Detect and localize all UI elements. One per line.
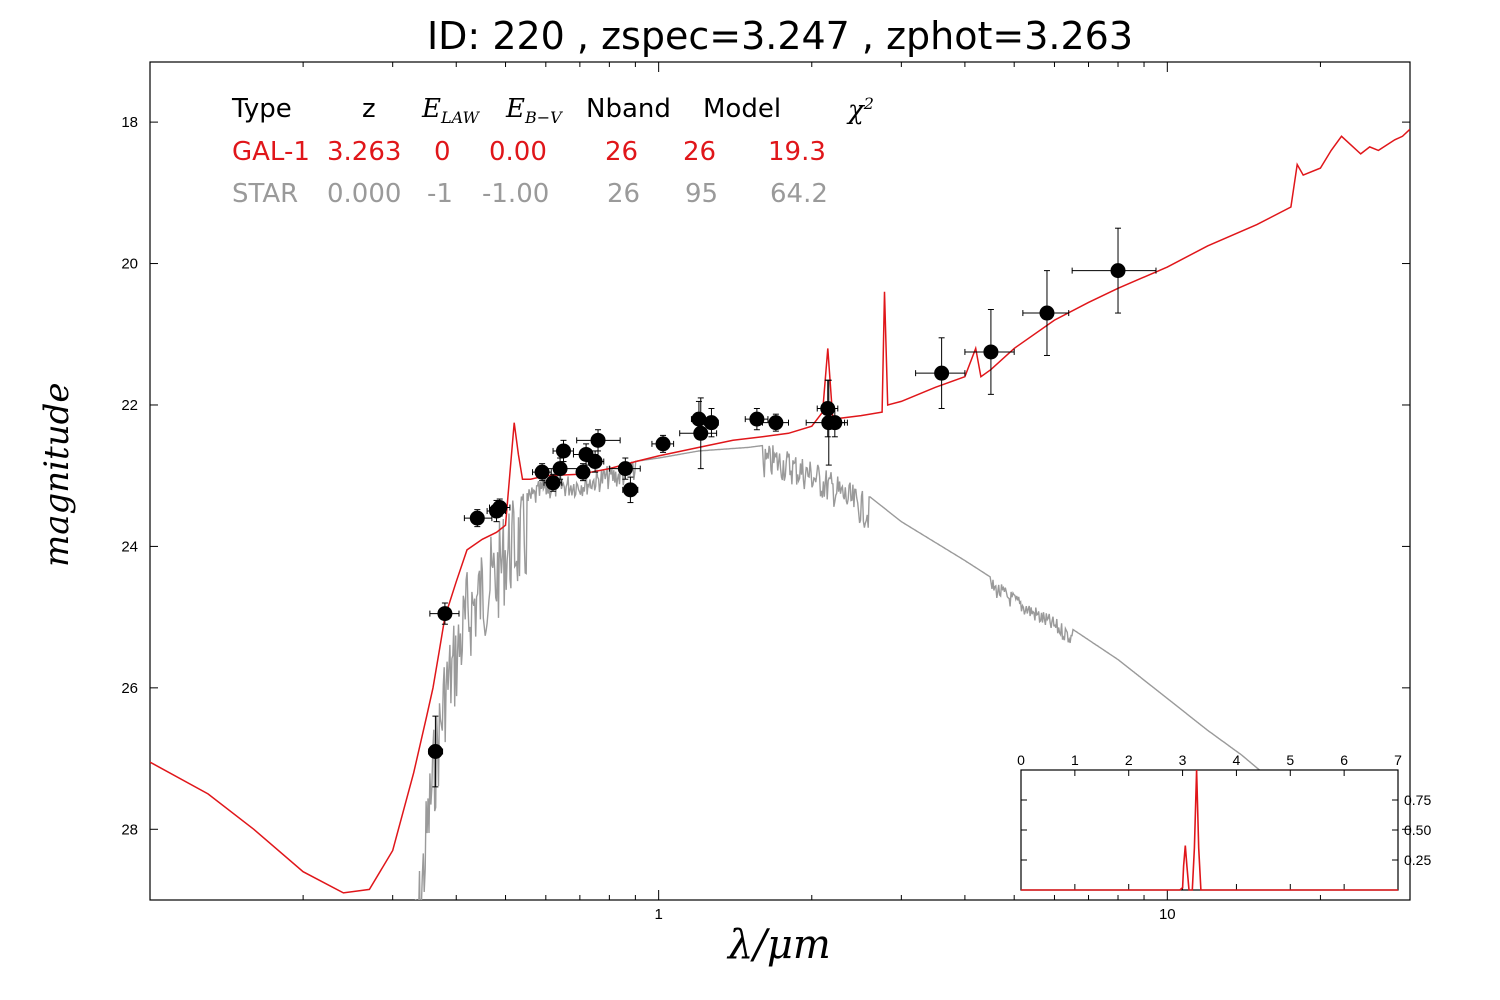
photometry-point: [463, 509, 493, 528]
photometry-point: [576, 429, 621, 452]
data-point-marker: [691, 411, 707, 427]
y-tick-label: 22: [121, 397, 138, 414]
photometry-point: [690, 400, 709, 438]
y-tick-label: 18: [121, 114, 138, 131]
chart-title: ID: 220 , zspec=3.247 , zphot=3.263: [426, 14, 1134, 58]
legend-header-elaw: ELAW: [422, 94, 479, 128]
legend-header-ebv: EB−V: [506, 94, 562, 128]
data-point-marker: [827, 415, 843, 431]
legend-star-z: 0.000: [327, 179, 402, 209]
inset-x-tick-label: 5: [1286, 752, 1294, 768]
photometry-point: [915, 337, 966, 410]
y-axis-label: magnitude: [37, 382, 77, 568]
photometry-point: [552, 439, 574, 463]
photometry-point: [537, 457, 581, 480]
y-tick-label: 20: [121, 256, 138, 273]
legend-star-ebv: -1.00: [482, 179, 550, 209]
data-point-marker: [622, 482, 638, 498]
photometry-point: [1022, 270, 1070, 356]
data-point-marker: [555, 443, 571, 459]
data-point-marker: [427, 743, 443, 759]
inset-x-tick-label: 2: [1125, 752, 1133, 768]
legend-gal-ebv: 0.00: [489, 137, 547, 167]
x-tick-label: 1: [654, 906, 662, 923]
photometry-point: [964, 309, 1015, 395]
data-point-marker: [492, 500, 508, 516]
data-point-marker: [820, 401, 836, 417]
photometry-point: [608, 457, 641, 480]
data-point-marker: [934, 365, 950, 381]
legend-gal-elaw: 0: [434, 137, 451, 167]
data-point-marker: [437, 606, 453, 622]
x-axis-label: λ/μm: [728, 922, 831, 968]
y-tick-label: 28: [121, 821, 138, 838]
photometry-point: [1071, 227, 1157, 314]
data-point-marker: [617, 461, 633, 477]
photometry-point: [543, 473, 563, 492]
data-point-marker: [575, 464, 591, 480]
photometry-point: [489, 498, 511, 517]
photometry-point: [703, 408, 719, 438]
data-point-marker: [534, 464, 550, 480]
legend-header-chi2: χ2: [848, 94, 874, 126]
inset-y-tick-label: 0.75: [1404, 792, 1431, 808]
plot-frame: [149, 61, 1411, 901]
data-point-marker: [469, 510, 485, 526]
inset-x-tick-label: 4: [1233, 752, 1241, 768]
legend-gal-nband: 26: [605, 137, 639, 167]
inset-y-tick-label: 0.25: [1404, 852, 1431, 868]
legend-gal-z: 3.263: [327, 137, 402, 167]
photometry-point: [575, 463, 591, 482]
inset-frame: [1020, 769, 1399, 891]
y-tick-label: 24: [121, 538, 138, 555]
legend-header-nband: Nband: [586, 94, 671, 124]
inset-x-tick-label: 3: [1179, 752, 1187, 768]
data-point-marker: [552, 461, 568, 477]
data-point-marker: [983, 344, 999, 360]
photometry-point: [761, 413, 790, 432]
photometry-point: [824, 408, 846, 438]
data-point-marker: [693, 425, 709, 441]
y-tick-label: 26: [121, 680, 138, 697]
inset-x-tick-label: 1: [1071, 752, 1079, 768]
data-point-marker: [703, 415, 719, 431]
photometry-point: [744, 408, 769, 431]
legend-gal-type: GAL-1: [232, 137, 310, 167]
data-point-marker: [1110, 263, 1126, 279]
photometry-point: [585, 450, 605, 473]
legend-star-model: 95: [685, 179, 719, 209]
photometry-point: [427, 715, 444, 788]
data-point-marker: [655, 436, 671, 452]
inset-y-tick-label: 0.50: [1404, 822, 1431, 838]
inset-x-tick-label: 7: [1394, 752, 1402, 768]
data-point-marker: [590, 432, 606, 448]
x-tick-label: 10: [1159, 906, 1176, 923]
pdf-z-line: [1021, 769, 1398, 891]
legend-star-chi2: 64.2: [770, 179, 828, 209]
photometry-point: [429, 602, 460, 625]
data-point-marker: [768, 415, 784, 431]
inset-x-tick-label: 6: [1340, 752, 1348, 768]
legend-star-elaw: -1: [427, 179, 453, 209]
legend-star-nband: 26: [607, 179, 641, 209]
legend-gal-chi2: 19.3: [768, 137, 826, 167]
data-point-marker: [1039, 305, 1055, 321]
photometry-point: [622, 476, 639, 504]
legend-header-type: Type: [232, 94, 292, 124]
plot-area: [150, 128, 1410, 900]
legend-star-type: STAR: [232, 179, 299, 209]
legend-header-z: z: [362, 94, 376, 124]
data-point-marker: [587, 454, 603, 470]
legend-header-model: Model: [703, 94, 782, 124]
photometry-point: [679, 397, 718, 470]
legend-gal-model: 26: [683, 137, 717, 167]
inset-x-tick-label: 0: [1017, 752, 1025, 768]
data-point-marker: [749, 411, 765, 427]
photometry-point: [651, 434, 675, 453]
data-point-marker: [545, 475, 561, 491]
